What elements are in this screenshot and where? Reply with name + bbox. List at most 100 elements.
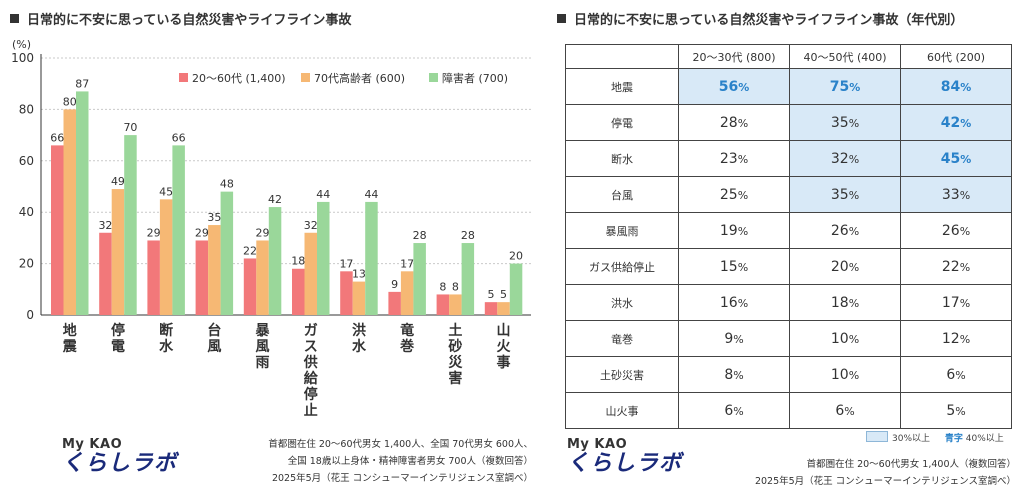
table-row: 地震 56% 75% 84% xyxy=(565,68,1012,105)
data-label: 29 xyxy=(195,226,209,239)
data-label: 20 xyxy=(509,250,523,263)
source-line: 2025年5月（花王 コンシューマーインテリジェンス室調べ） xyxy=(271,473,533,484)
logo-my-kao: My KAO xyxy=(567,437,628,452)
table-header-row: 20〜30代 (800) 40〜50代 (400) 60代 (200) xyxy=(565,44,1012,69)
x-tick-label: 土砂災害 xyxy=(447,322,463,387)
table-cell: 6% xyxy=(678,392,790,429)
bar-2 xyxy=(497,302,510,315)
data-label: 17 xyxy=(339,257,353,270)
data-label: 35 xyxy=(207,211,221,224)
brand-logo: My KAO くらしラボ xyxy=(567,437,682,476)
table-corner xyxy=(565,44,679,69)
table-cell: 35% xyxy=(789,104,901,141)
table-legend: 30%以上 青字 40%以上 xyxy=(866,431,1004,444)
table-cell: 28% xyxy=(678,104,790,141)
y-unit-label: (%) xyxy=(12,38,31,51)
table-cell: 12% xyxy=(900,320,1012,357)
bar-3 xyxy=(172,145,185,315)
source-line: 首都圏在住 20〜60代男女 1,400人（複数回答） xyxy=(806,459,1016,470)
table-cell: 26% xyxy=(789,212,901,249)
table-cell: 10% xyxy=(789,320,901,357)
bar-1 xyxy=(340,271,353,315)
legend-blue-label: 40%以上 xyxy=(965,434,1004,444)
data-label: 44 xyxy=(364,188,378,201)
data-label: 22 xyxy=(243,244,257,257)
legend-blue-word: 青字 xyxy=(944,434,963,444)
bar-1 xyxy=(388,291,401,315)
row-header: 断水 xyxy=(565,140,679,177)
row-header: 暴風雨 xyxy=(565,212,679,249)
data-label: 5 xyxy=(500,288,507,301)
bar-3 xyxy=(413,243,426,315)
bar-1 xyxy=(292,268,305,315)
data-label: 70 xyxy=(123,121,137,134)
legend-label: 障害者 (700) xyxy=(442,71,508,85)
highlight-swatch xyxy=(866,431,888,442)
logo-kurashi-lab: くらしラボ xyxy=(567,451,683,476)
table-row: 断水 23% 32% 45% xyxy=(565,140,1012,177)
row-header: 土砂災害 xyxy=(565,356,679,393)
logo-kurashi-lab: くらしラボ xyxy=(62,451,178,476)
bar-3 xyxy=(220,191,234,315)
table-row: 山火事 6% 6% 5% xyxy=(565,392,1012,429)
bar-2 xyxy=(352,281,366,315)
table-cell: 32% xyxy=(789,140,901,177)
source-line: 2025年5月（花王 コンシューマーインテリジェンス室調べ） xyxy=(754,476,1016,487)
right-source-note: 首都圏在住 20〜60代男女 1,400人（複数回答） 2025年5月（花王 コ… xyxy=(755,456,1016,490)
right-table-title: 日常的に不安に思っている自然災害やライフライン事故（年代別） xyxy=(557,9,963,28)
table-cell: 20% xyxy=(789,248,901,285)
bar-3 xyxy=(461,243,475,315)
left-chart-title: 日常的に不安に思っている自然災害やライフライン事故 xyxy=(10,9,351,28)
data-label: 29 xyxy=(256,226,270,239)
data-label: 45 xyxy=(159,185,173,198)
table-cell: 5% xyxy=(900,392,1012,429)
row-header: ガス供給停止 xyxy=(565,248,679,285)
column-header: 40〜50代 (400) xyxy=(789,44,901,69)
table-row: 洪水 16% 18% 17% xyxy=(565,284,1012,321)
left-source-note: 首都圏在住 20〜60代男女 1,400人、全国 70代男女 600人、 全国 … xyxy=(268,436,533,487)
row-header: 停電 xyxy=(565,104,679,141)
row-header: 山火事 xyxy=(565,392,679,429)
data-label: 17 xyxy=(400,257,414,270)
y-tick-label: 0 xyxy=(26,308,34,322)
data-label: 49 xyxy=(111,175,125,188)
table-cell: 56% xyxy=(678,68,790,105)
row-header: 竜巻 xyxy=(565,320,679,357)
row-header: 台風 xyxy=(565,176,679,213)
table-cell: 75% xyxy=(789,68,901,105)
y-tick-label: 80 xyxy=(19,102,34,116)
column-header: 60代 (200) xyxy=(900,44,1012,69)
data-label: 48 xyxy=(220,178,234,191)
legend-label: 20〜60代 (1,400) xyxy=(192,72,286,85)
data-label: 28 xyxy=(461,229,475,242)
table-row: 土砂災害 8% 10% 6% xyxy=(565,356,1012,393)
legend-swatch xyxy=(179,73,188,82)
table-cell: 26% xyxy=(900,212,1012,249)
data-label: 44 xyxy=(316,188,330,201)
source-line: 全国 18歳以上身体・精神障害者男女 700人（複数回答） xyxy=(287,456,533,467)
bar-2 xyxy=(63,109,76,316)
x-tick-label: ガス供給停止 xyxy=(303,323,319,419)
data-label: 5 xyxy=(488,288,495,301)
table-cell: 18% xyxy=(789,284,901,321)
table-row: 停電 28% 35% 42% xyxy=(565,104,1012,141)
bar-chart: (%) 0 20 40 60 80 100 66 80 87 地震 32 49 70 停電 29 45 66 断水 2… xyxy=(11,38,531,419)
legend-shaded-label: 30%以上 xyxy=(892,434,931,444)
bar-3 xyxy=(268,207,282,315)
bar-2 xyxy=(111,189,125,315)
table-cell: 6% xyxy=(900,356,1012,393)
table-cell: 25% xyxy=(678,176,790,213)
bar-1 xyxy=(51,145,64,315)
data-label: 13 xyxy=(352,268,366,281)
table-cell: 17% xyxy=(900,284,1012,321)
bar-1 xyxy=(484,302,498,315)
x-tick-label: 停電 xyxy=(111,322,125,355)
table-row: 台風 25% 35% 33% xyxy=(565,176,1012,213)
table-row: 暴風雨 19% 26% 26% xyxy=(565,212,1012,249)
logo-my-kao: My KAO xyxy=(62,437,123,452)
bar-2 xyxy=(304,232,317,315)
data-label: 8 xyxy=(439,280,446,293)
table-cell: 9% xyxy=(678,320,790,357)
data-label: 66 xyxy=(50,131,64,144)
source-line: 首都圏在住 20〜60代男女 1,400人、全国 70代男女 600人、 xyxy=(268,439,533,450)
